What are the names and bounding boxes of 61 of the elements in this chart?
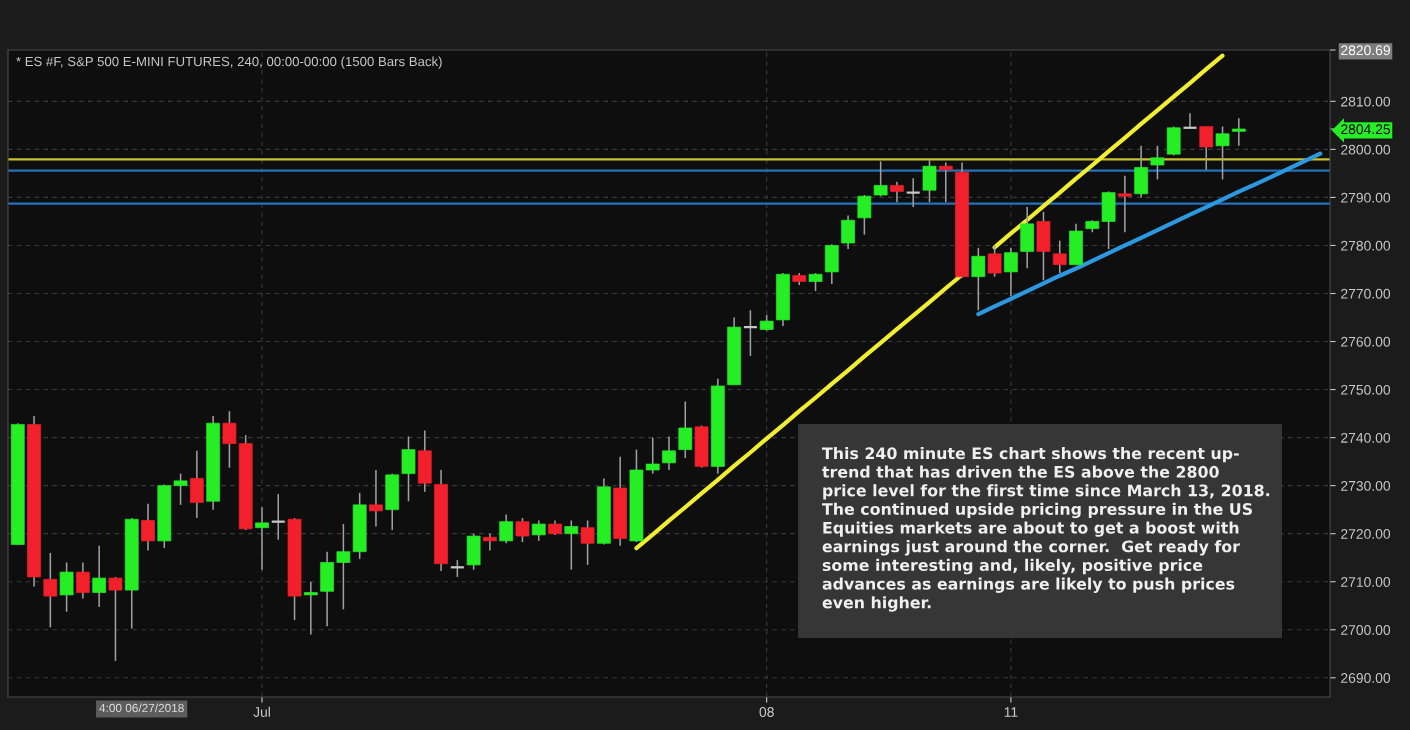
- candlestick: [808, 272, 823, 292]
- text: 4:00 06/27/2018: [99, 703, 184, 713]
- candlestick: [141, 502, 155, 552]
- y-tick-label: 2690.00: [1341, 673, 1391, 683]
- candlestick: [1215, 125, 1230, 181]
- y-tick-label: 2810.00: [1341, 96, 1391, 107]
- candlestick: [1004, 247, 1018, 297]
- candlestick: [92, 544, 107, 608]
- candlestick: [873, 160, 888, 197]
- y-tick-label: 2790.00: [1341, 192, 1391, 203]
- candlestick: [515, 517, 530, 543]
- candlestick: [76, 561, 90, 600]
- candlestick: [742, 309, 759, 357]
- candlestick: [59, 561, 74, 613]
- candlestick: [270, 493, 286, 541]
- y-tick-label: 2750.00: [1341, 384, 1391, 395]
- line-series: [976, 151, 1323, 317]
- candlestick: [678, 400, 693, 459]
- candlestick: [369, 469, 383, 528]
- candlestick: [173, 472, 188, 506]
- candlestick: [890, 181, 904, 203]
- candlestick: [564, 519, 579, 571]
- y-tick-label: 2770.00: [1341, 288, 1391, 299]
- candlestick: [531, 519, 546, 542]
- candlestick: [1118, 175, 1132, 234]
- candlestick: [662, 435, 676, 471]
- candlestick: [905, 177, 921, 208]
- y-tick-label: 2800.00: [1341, 144, 1391, 155]
- candlestick: [1182, 112, 1198, 130]
- candlestick: [499, 513, 514, 545]
- candlestick: [336, 523, 351, 611]
- candlestick: [303, 580, 318, 636]
- y-tick-label: 2730.00: [1341, 480, 1391, 491]
- candlestick: [1231, 117, 1246, 147]
- candlestick: [645, 436, 660, 475]
- y-tick-label: 2710.00: [1341, 577, 1391, 587]
- candlestick: [841, 214, 855, 250]
- candlestick: [222, 410, 237, 469]
- y-tick-label: 2820.69: [1341, 45, 1390, 56]
- candlestick: [1052, 239, 1067, 274]
- x-tick-label: 11: [1004, 707, 1018, 717]
- candlestick: [1150, 145, 1165, 181]
- chart-title: * ES #F, S&P 500 E-MINI FUTURES, 240, 00:00-00:00 (1500 Bars Back): [16, 56, 442, 69]
- candlestick: [987, 244, 1002, 278]
- y-tick-label: 2740.00: [1341, 432, 1391, 443]
- y-tick-label: 2780.00: [1341, 240, 1391, 251]
- y-tick-label: 2760.00: [1341, 336, 1391, 347]
- candlestick: [971, 247, 986, 312]
- candlestick: [255, 506, 269, 571]
- candlestick: [580, 519, 595, 566]
- x-tick-label: Jul: [253, 706, 270, 717]
- candlestick: [857, 194, 872, 236]
- y-tick-label: 2700.00: [1341, 625, 1391, 635]
- y-tick-label: 2804.25: [1341, 124, 1391, 135]
- candlestick: [43, 552, 58, 629]
- text: This 240 minute ES chart shows the recent up- trend that has driven the ES above the 2800 price level for the first time since March 13, 2018. The continued upside pricing pressure in the US Equities markets are about to get a boost with earnings just around the corner. Get ready for some interesting and, likely, positive price advances as earnings are likely to push prices even higher.: [822, 447, 1270, 612]
- candlestick: [1199, 125, 1214, 171]
- candlestick: [938, 161, 953, 203]
- y-tick-label: 2720.00: [1341, 529, 1391, 539]
- candlestick: [108, 576, 123, 662]
- x-tick-label: 08: [759, 707, 774, 717]
